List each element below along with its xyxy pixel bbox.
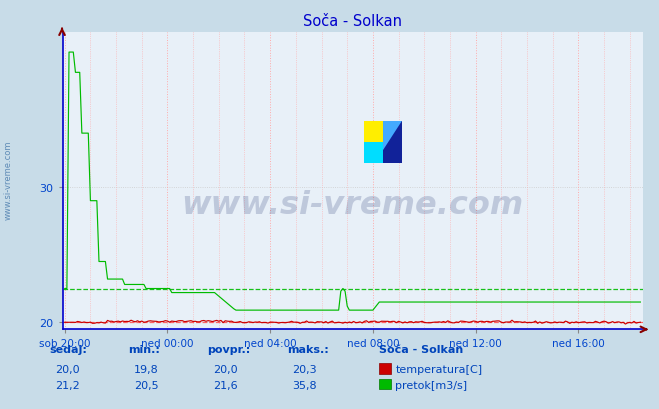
- Polygon shape: [383, 121, 402, 151]
- Text: 35,8: 35,8: [292, 380, 316, 390]
- Text: www.si-vreme.com: www.si-vreme.com: [4, 140, 13, 220]
- Title: Soča - Solkan: Soča - Solkan: [303, 14, 402, 29]
- Text: 20,3: 20,3: [292, 364, 316, 374]
- Text: povpr.:: povpr.:: [208, 344, 251, 355]
- Text: 19,8: 19,8: [134, 364, 159, 374]
- Text: 20,0: 20,0: [213, 364, 237, 374]
- Bar: [364, 142, 383, 163]
- Text: Soča - Solkan: Soča - Solkan: [379, 344, 463, 355]
- Text: maks.:: maks.:: [287, 344, 328, 355]
- Text: 20,0: 20,0: [55, 364, 79, 374]
- Text: www.si-vreme.com: www.si-vreme.com: [181, 189, 524, 220]
- Text: pretok[m3/s]: pretok[m3/s]: [395, 380, 467, 390]
- Text: 21,6: 21,6: [213, 380, 237, 390]
- Bar: [364, 121, 383, 142]
- Bar: [383, 121, 402, 163]
- Text: 20,5: 20,5: [134, 380, 158, 390]
- Text: sedaj:: sedaj:: [49, 344, 87, 355]
- Text: 21,2: 21,2: [55, 380, 80, 390]
- Text: min.:: min.:: [129, 344, 160, 355]
- Text: temperatura[C]: temperatura[C]: [395, 364, 482, 374]
